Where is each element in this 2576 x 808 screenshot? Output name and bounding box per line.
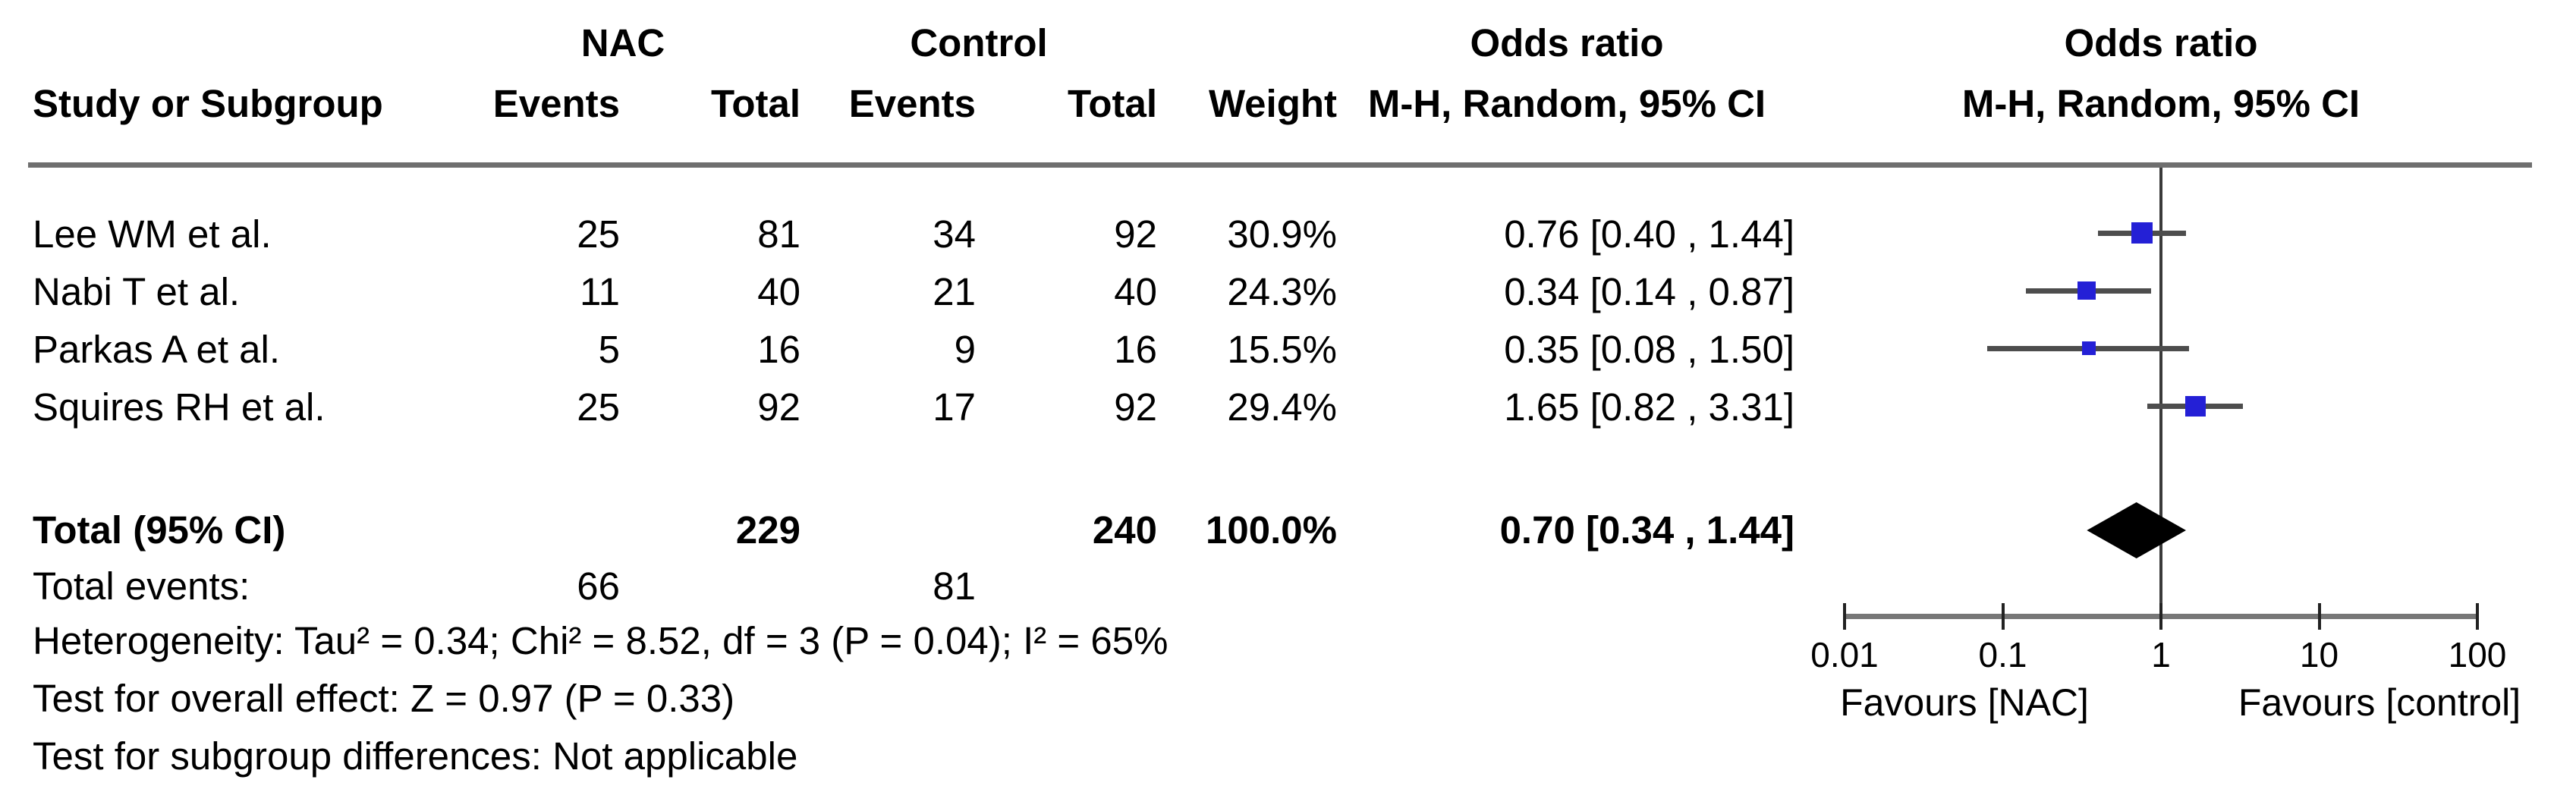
x-tick-label: 1 [2151, 635, 2171, 674]
favours-right-label: Favours [control] [2238, 681, 2521, 724]
total-events-label: Total events: [33, 564, 250, 608]
total-events-control: 81 [933, 564, 976, 608]
x-axis-tick [2476, 603, 2479, 630]
effect-square [2131, 222, 2153, 244]
study-control-total: 92 [1114, 385, 1157, 429]
header-divider [28, 162, 2532, 168]
study-nac-events: 11 [580, 270, 620, 313]
study-nac-events: 25 [577, 212, 620, 256]
x-axis-tick [2159, 603, 2162, 630]
header-or-method: M-H, Random, 95% CI [1367, 82, 1766, 125]
study-name: Parkas A et al. [33, 328, 281, 371]
study-nac-total: 92 [757, 385, 800, 429]
study-control-events: 21 [933, 270, 976, 313]
header-plot-odds-ratio: Odds ratio [2064, 21, 2258, 64]
effect-square [2184, 395, 2206, 417]
header-nac-total: Total [710, 82, 800, 125]
study-or-ci: 0.76 [0.40 , 1.44] [1504, 212, 1794, 256]
heterogeneity-note: Heterogeneity: Tau² = 0.34; Chi² = 8.52,… [33, 619, 1168, 662]
total-events-nac: 66 [577, 564, 620, 608]
study-weight: 15.5% [1227, 328, 1337, 371]
header-nac-events: Events [492, 82, 620, 125]
header-control-events: Events [848, 82, 976, 125]
study-control-total: 92 [1114, 212, 1157, 256]
study-or-ci: 0.34 [0.14 , 0.87] [1504, 270, 1794, 313]
study-nac-total: 16 [757, 328, 800, 371]
study-nac-events: 5 [598, 328, 620, 371]
study-control-events: 9 [954, 328, 976, 371]
header-group-control: Control [910, 21, 1048, 64]
study-name: Nabi T et al. [33, 270, 241, 313]
study-name: Lee WM et al. [33, 212, 272, 256]
x-tick-label: 0.1 [1978, 635, 2027, 674]
header-odds-ratio: Odds ratio [1470, 21, 1664, 64]
header-plot-or-method: M-H, Random, 95% CI [1961, 82, 2361, 125]
study-weight: 29.4% [1227, 385, 1337, 429]
study-control-events: 34 [933, 212, 976, 256]
total-control-total: 240 [1092, 508, 1157, 552]
x-axis-tick [1843, 603, 1846, 630]
total-weight: 100.0% [1206, 508, 1337, 552]
favours-left-label: Favours [NAC] [1840, 681, 2089, 724]
summary-diamond [2087, 502, 2187, 558]
x-tick-label: 0.01 [1810, 635, 1879, 674]
study-control-total: 16 [1114, 328, 1157, 371]
study-nac-total: 40 [757, 270, 800, 313]
effect-square [2081, 341, 2096, 355]
x-axis-tick [2001, 603, 2005, 630]
header-group-nac: NAC [580, 21, 665, 64]
study-nac-total: 81 [757, 212, 800, 256]
study-weight: 30.9% [1227, 212, 1337, 256]
study-control-total: 40 [1114, 270, 1157, 313]
null-effect-line [2159, 168, 2162, 615]
study-name: Squires RH et al. [33, 385, 326, 429]
total-label: Total (95% CI) [33, 508, 286, 552]
subgroup-note: Test for subgroup differences: Not appli… [33, 734, 798, 778]
overall-effect-note: Test for overall effect: Z = 0.97 (P = 0… [33, 677, 735, 720]
effect-square [2077, 281, 2096, 300]
study-or-ci: 1.65 [0.82 , 3.31] [1504, 385, 1794, 429]
header-weight: Weight [1208, 82, 1337, 125]
header-study-or-subgroup: Study or Subgroup [33, 82, 383, 125]
x-axis-tick [2317, 603, 2321, 630]
study-weight: 24.3% [1227, 270, 1337, 313]
x-tick-label: 100 [2448, 635, 2507, 674]
total-nac-total: 229 [735, 508, 800, 552]
x-tick-label: 10 [2299, 635, 2339, 674]
study-nac-events: 25 [577, 385, 620, 429]
total-or-ci: 0.70 [0.34 , 1.44] [1499, 508, 1794, 552]
study-or-ci: 0.35 [0.08 , 1.50] [1504, 328, 1794, 371]
header-control-total: Total [1067, 82, 1157, 125]
study-control-events: 17 [933, 385, 976, 429]
